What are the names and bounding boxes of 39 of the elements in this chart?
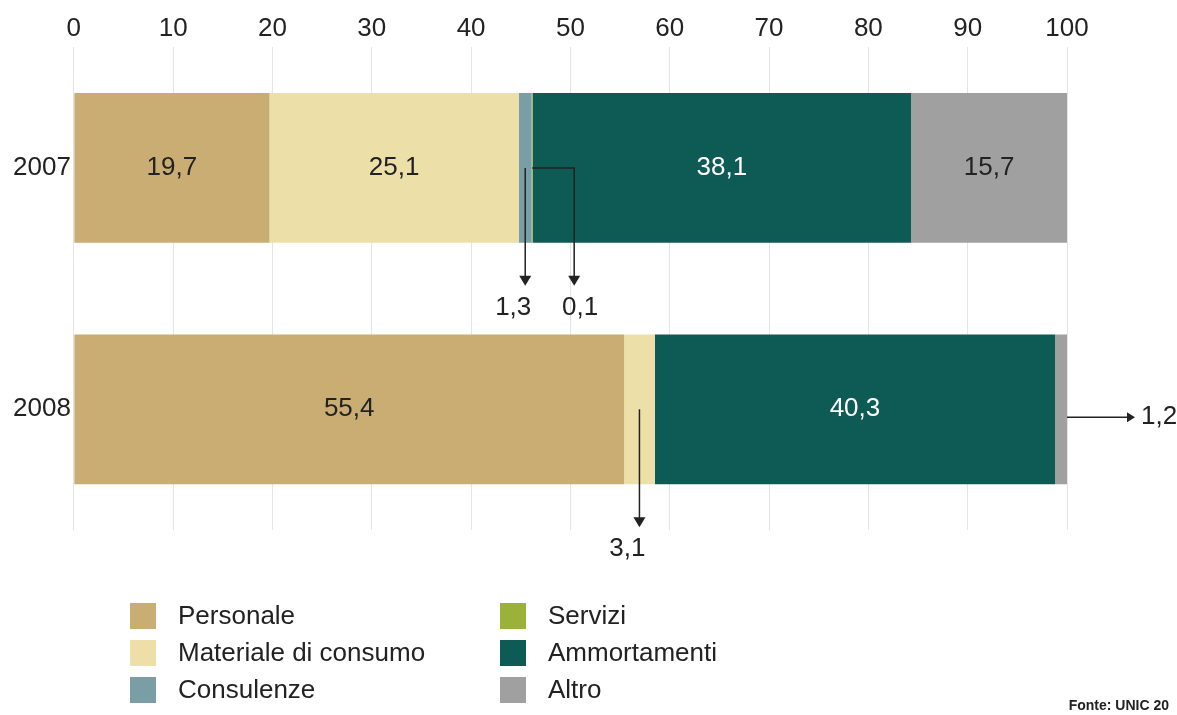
bar xyxy=(654,334,1056,485)
legend-label: Consulenze xyxy=(178,674,316,705)
x-tick-label: 0 xyxy=(66,11,82,42)
legend-label: Materiale di consumo xyxy=(178,637,426,668)
legend-label: Ammortamenti xyxy=(548,637,718,668)
y-tick-label: 2007 xyxy=(13,151,71,182)
data-label: 19,7 xyxy=(146,151,198,182)
x-tick-label: 40 xyxy=(456,11,486,42)
bar xyxy=(269,93,519,243)
bar xyxy=(1055,334,1067,485)
x-tick-label: 30 xyxy=(357,11,387,42)
data-label: 15,7 xyxy=(963,151,1015,182)
x-tick-label: 80 xyxy=(853,11,883,42)
legend-label: Altro xyxy=(548,674,602,705)
data-label: 40,3 xyxy=(829,392,881,423)
bar xyxy=(624,334,655,485)
data-label: 38,1 xyxy=(696,151,748,182)
y-tick-label: 2008 xyxy=(13,392,71,423)
x-tick-label: 100 xyxy=(1045,11,1089,42)
bar xyxy=(74,93,270,243)
legend-label: Servizi xyxy=(548,600,627,631)
data-label: 0,1 xyxy=(562,290,599,321)
x-tick-label: 90 xyxy=(953,11,983,42)
x-tick-label: 60 xyxy=(655,11,685,42)
data-label: 1,2 xyxy=(1141,400,1177,431)
x-tick-label: 70 xyxy=(754,11,784,42)
data-label: 1,3 xyxy=(495,290,532,321)
x-tick-label: 50 xyxy=(555,11,585,42)
legend-label: Personale xyxy=(178,600,296,631)
x-tick-label: 20 xyxy=(258,11,287,42)
x-tick-label: 10 xyxy=(158,11,188,42)
bar xyxy=(911,93,1067,243)
data-label: 55,4 xyxy=(323,392,375,423)
data-label: 25,1 xyxy=(368,151,420,182)
bar xyxy=(74,334,625,485)
bar xyxy=(518,93,532,243)
source-note: Fonte: UNIC 20 xyxy=(1068,697,1169,713)
data-label: 3,1 xyxy=(609,532,646,563)
bar xyxy=(532,93,912,243)
